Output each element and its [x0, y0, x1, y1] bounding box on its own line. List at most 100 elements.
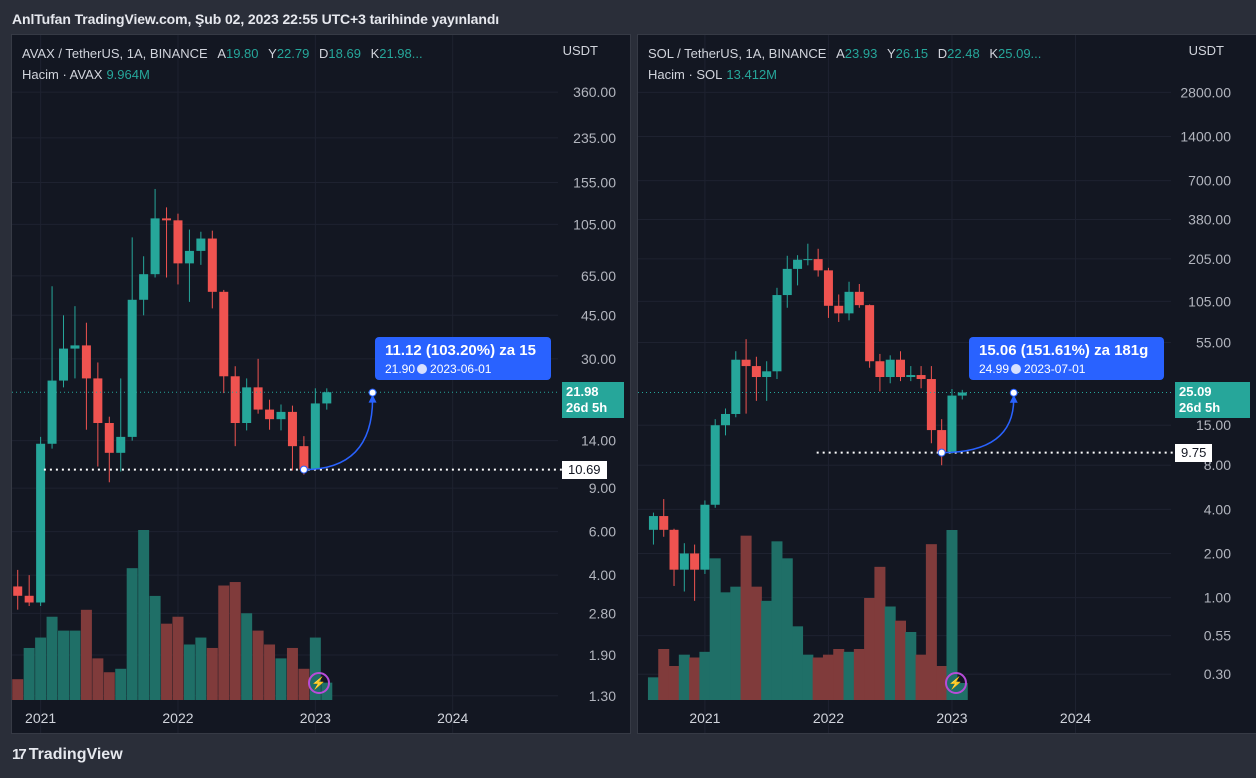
avax-high-value: 22.79	[276, 46, 310, 61]
x-tick-label: 2023	[300, 710, 331, 726]
candle-body	[81, 345, 91, 379]
volume-bar	[689, 657, 701, 700]
volume-bar	[309, 637, 321, 700]
y-tick-label: 1.90	[589, 647, 616, 663]
volume-bar	[946, 530, 958, 700]
avax-chart-svg[interactable]: 360.00 235.00 155.00 105.00 65.00 45.00 30.00 1…	[12, 35, 631, 734]
sol-volume-value: 13.412M	[726, 67, 777, 82]
volume-bar	[658, 649, 670, 700]
candle-body	[669, 529, 679, 570]
y-tick-label: 65.00	[581, 268, 616, 284]
candle-body	[813, 259, 823, 271]
sol-low-value: 22.48	[947, 46, 980, 61]
avax-open-key: A	[217, 46, 226, 61]
avax-projection-callout[interactable]: 11.12 (103.20%) za 15 21.90 2023-06-01	[375, 336, 551, 380]
volume-bar	[792, 626, 804, 700]
sol-close-key: K	[989, 46, 999, 61]
candle-body	[13, 586, 23, 596]
candle-body	[659, 516, 669, 530]
projection-end-point	[1009, 388, 1018, 397]
avax-chart-panel[interactable]: 360.00 235.00 155.00 105.00 65.00 45.00 30.00 1…	[11, 34, 631, 734]
clock-icon	[1011, 363, 1022, 374]
sol-last-price-tag: 25.09 26d 5h	[1175, 382, 1250, 419]
candle-body	[139, 274, 149, 300]
candle-body	[700, 504, 710, 570]
lightning-icon[interactable]: ⚡	[307, 672, 330, 694]
candle-body	[310, 403, 320, 470]
volume-bar	[12, 679, 24, 700]
candle-body	[276, 411, 286, 420]
y-tick-label: 0.55	[1204, 628, 1231, 644]
tradingview-brand[interactable]: 17 TradingView	[12, 746, 123, 764]
x-tick-label: 2023	[936, 710, 967, 726]
lightning-icon[interactable]: ⚡	[944, 672, 967, 694]
projection-arrowhead	[368, 394, 377, 403]
volume-bar	[149, 595, 161, 700]
candle-body	[24, 595, 34, 603]
candle-body	[150, 218, 160, 275]
volume-bar	[884, 606, 896, 700]
candle-body	[47, 380, 57, 444]
avax-projection-date: 2023-06-01	[430, 361, 492, 376]
y-tick-label: 1400.00	[1180, 129, 1231, 145]
volume-bar	[936, 666, 948, 700]
projection-start-point	[299, 465, 308, 474]
y-tick-label: 9.00	[589, 480, 616, 496]
y-tick-label: 45.00	[581, 307, 616, 323]
candle-body	[957, 392, 967, 396]
sol-volume-label: Hacim · SOL	[648, 67, 723, 82]
sol-open-value: 23.93	[844, 46, 878, 61]
sol-chart-svg[interactable]: 2800.00 1400.00 700.00 380.00 205.00 105.00 55…	[638, 35, 1256, 734]
candle-body	[173, 220, 183, 264]
candle-body	[184, 250, 194, 264]
projection-arc	[941, 398, 1015, 454]
candle-body	[36, 443, 46, 603]
candle-body	[885, 359, 895, 378]
candle-body	[242, 387, 252, 424]
y-tick-label: 4.00	[589, 567, 616, 583]
avax-volume-legend: Hacim · AVAX 9.964M	[22, 67, 150, 82]
sol-low-key: D	[937, 46, 948, 61]
candle-body	[127, 299, 137, 437]
volume-bar	[668, 666, 680, 700]
sol-projection-callout[interactable]: 15.06 (151.61%) za 181g 24.99 2023-07-01	[969, 336, 1164, 380]
y-tick-label: 14.00	[581, 433, 616, 449]
volume-bar	[195, 637, 207, 700]
candle-body	[287, 411, 297, 447]
tradingview-logo-icon: 17	[12, 746, 27, 763]
candle-body	[782, 268, 792, 296]
volume-bar	[252, 630, 264, 700]
sol-support-price-tag: 9.75	[1175, 443, 1213, 462]
volume-bar	[812, 657, 824, 700]
volume-bar	[709, 558, 721, 700]
avax-close-value: 21.98...	[379, 46, 423, 61]
candle-body	[906, 375, 916, 378]
sol-projection-date: 2023-07-01	[1024, 361, 1086, 376]
volume-bar	[699, 651, 711, 700]
avax-bar-countdown: 26d 5h	[566, 400, 608, 416]
y-tick-label: 4.00	[1204, 501, 1231, 517]
y-tick-label: 1.00	[1204, 590, 1231, 606]
avax-volume-label: Hacim · AVAX	[22, 67, 103, 82]
sol-close-value: 25.09...	[998, 46, 1042, 61]
volume-bar	[138, 530, 150, 700]
candle-body	[834, 305, 844, 314]
x-tick-label: 2021	[25, 710, 56, 726]
y-tick-label: 0.30	[1204, 666, 1231, 682]
candle-body	[844, 291, 854, 314]
y-tick-label: 2.80	[589, 605, 616, 621]
volume-bar	[915, 654, 927, 700]
volume-bar	[781, 558, 793, 700]
y-tick-label: 360.00	[573, 84, 616, 100]
x-tick-label: 2024	[437, 710, 468, 726]
y-tick-label: 55.00	[1196, 335, 1231, 351]
sol-chart-panel[interactable]: 2800.00 1400.00 700.00 380.00 205.00 105.00 55…	[637, 34, 1256, 734]
sol-symbol-label: SOL / TetherUS, 1A, BINANCE	[648, 46, 827, 61]
candle-body	[253, 387, 263, 410]
x-tick-label: 2021	[689, 710, 720, 726]
avax-axis-unit: USDT	[562, 43, 598, 58]
avax-close-key: K	[370, 46, 380, 61]
brand-name: TradingView	[28, 746, 123, 763]
candle-body	[196, 238, 206, 251]
avax-volume-value: 9.964M	[106, 67, 150, 82]
